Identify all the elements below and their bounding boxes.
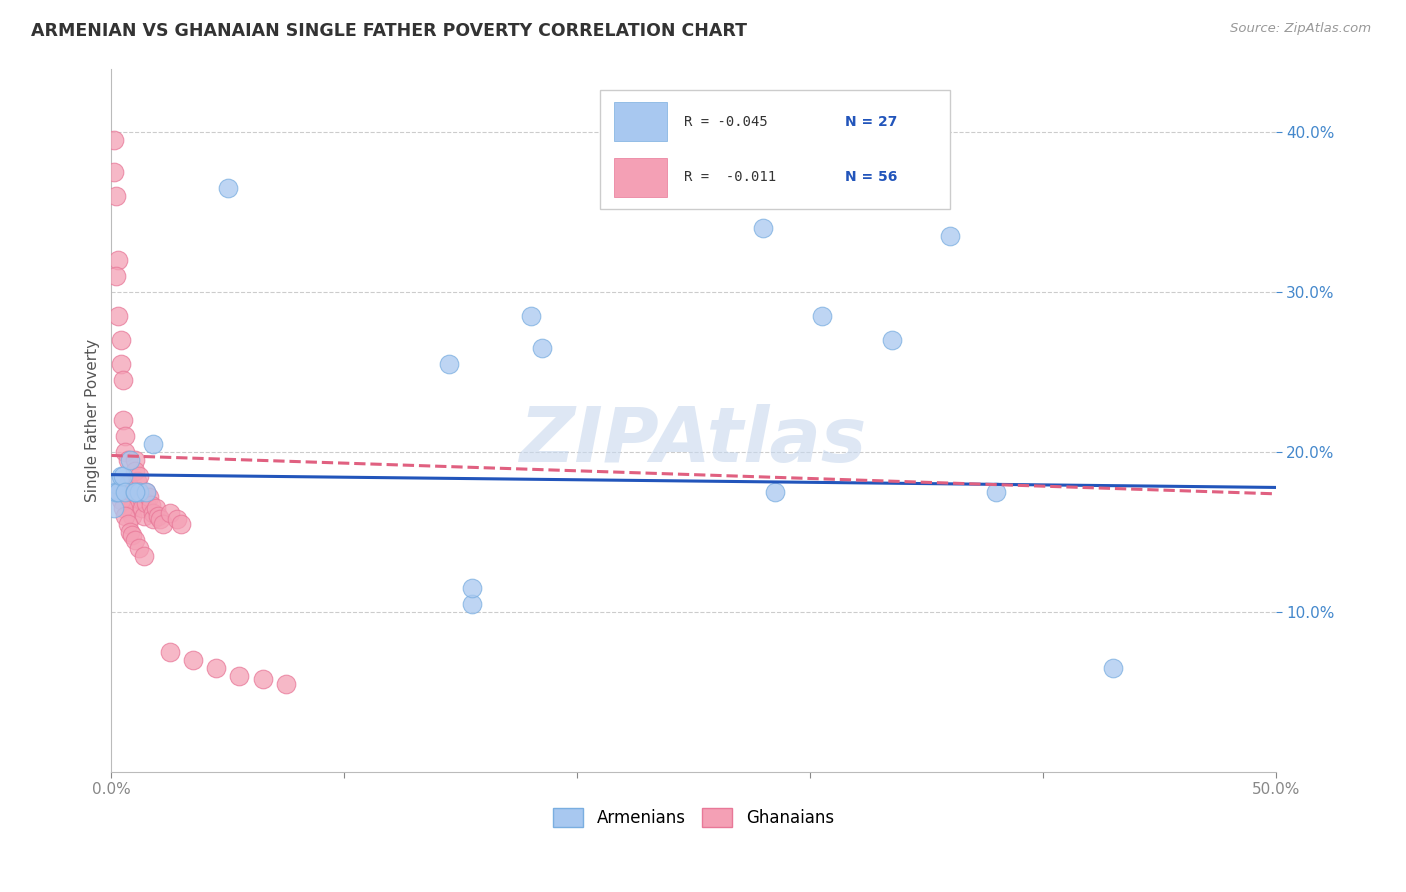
Legend: Armenians, Ghanaians: Armenians, Ghanaians [547, 802, 841, 834]
Point [135, 485, 157, 500]
Point [107, 310, 129, 324]
Point [103, 165, 125, 179]
Point [217, 181, 239, 195]
Point [135, 496, 157, 510]
Point [128, 485, 150, 500]
Point [531, 342, 554, 356]
Point [437, 357, 460, 371]
Point [103, 501, 125, 516]
Point [131, 501, 153, 516]
Text: Source: ZipAtlas.com: Source: ZipAtlas.com [1230, 22, 1371, 36]
Point [105, 189, 128, 203]
Point [107, 485, 129, 500]
Point [118, 493, 141, 508]
Point [128, 469, 150, 483]
Point [124, 485, 146, 500]
Point [105, 485, 128, 500]
Y-axis label: Single Father Poverty: Single Father Poverty [86, 339, 100, 502]
Point [135, 485, 157, 500]
Point [132, 509, 155, 524]
Point [112, 413, 135, 427]
Point [114, 509, 136, 524]
Point [110, 357, 132, 371]
Point [121, 528, 143, 542]
Point [138, 490, 160, 504]
Point [110, 469, 132, 483]
Point [107, 485, 129, 500]
Point [139, 498, 162, 512]
Point [252, 673, 274, 687]
Point [939, 229, 962, 244]
Point [228, 669, 250, 683]
Point [125, 485, 148, 500]
Point [118, 525, 141, 540]
Point [205, 661, 228, 675]
Point [124, 465, 146, 479]
Point [142, 512, 165, 526]
Point [124, 485, 146, 500]
Point [519, 310, 541, 324]
Point [461, 581, 484, 595]
Point [103, 133, 125, 147]
Point [117, 453, 139, 467]
Point [121, 509, 143, 524]
Point [166, 512, 188, 526]
Point [112, 469, 135, 483]
Point [763, 485, 786, 500]
Point [461, 597, 484, 611]
Point [125, 474, 148, 488]
Point [132, 549, 155, 564]
Point [124, 453, 146, 467]
Point [103, 485, 125, 500]
Point [131, 493, 153, 508]
Point [149, 512, 172, 526]
Point [170, 517, 193, 532]
Point [105, 269, 128, 284]
Point [274, 677, 297, 691]
Point [142, 437, 165, 451]
Point [117, 517, 139, 532]
Text: ZIPAtlas: ZIPAtlas [520, 404, 868, 478]
Point [880, 334, 903, 348]
Point [114, 445, 136, 459]
Point [128, 541, 150, 556]
Point [146, 509, 169, 524]
Point [124, 533, 146, 548]
Point [112, 501, 135, 516]
Point [152, 517, 174, 532]
Text: ARMENIAN VS GHANAIAN SINGLE FATHER POVERTY CORRELATION CHART: ARMENIAN VS GHANAIAN SINGLE FATHER POVER… [31, 22, 747, 40]
Point [142, 506, 165, 520]
Point [118, 485, 141, 500]
Point [118, 453, 141, 467]
Point [117, 477, 139, 491]
Point [110, 493, 132, 508]
Point [1101, 661, 1123, 675]
Point [114, 485, 136, 500]
Point [159, 645, 181, 659]
Point [114, 429, 136, 443]
Point [145, 501, 167, 516]
Point [159, 506, 181, 520]
Point [986, 485, 1008, 500]
Point [752, 221, 775, 235]
Point [110, 334, 132, 348]
Point [105, 477, 128, 491]
Point [128, 485, 150, 500]
Point [810, 310, 832, 324]
Point [107, 253, 129, 268]
Point [181, 653, 204, 667]
Point [121, 501, 143, 516]
Point [112, 373, 135, 387]
